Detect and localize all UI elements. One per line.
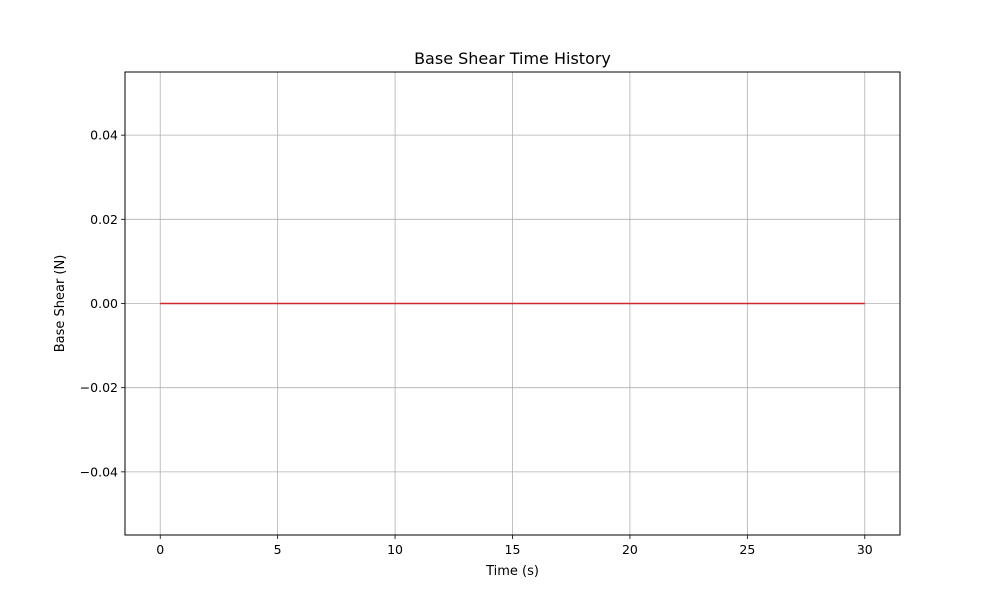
x-axis-label: Time (s)	[485, 564, 539, 579]
y-axis-label: Base Shear (N)	[53, 255, 68, 353]
x-tick-label: 10	[387, 542, 403, 557]
y-tick-label: 0.04	[90, 128, 118, 143]
x-tick-label: 30	[857, 542, 873, 557]
x-tick-label: 0	[156, 542, 164, 557]
y-tick-label: 0.00	[90, 296, 118, 311]
x-tick-label: 5	[274, 542, 282, 557]
y-axis-ticks: −0.04 −0.02 0.00 0.02 0.04	[80, 128, 125, 479]
y-tick-label: −0.02	[80, 380, 118, 395]
x-tick-label: 15	[505, 542, 521, 557]
x-tick-label: 20	[622, 542, 638, 557]
x-axis-ticks: 0 5 10 15 20 25 30	[156, 535, 873, 557]
y-tick-label: −0.04	[80, 464, 118, 479]
x-tick-label: 25	[739, 542, 755, 557]
y-tick-label: 0.02	[90, 212, 118, 227]
chart-title: Base Shear Time History	[414, 49, 611, 68]
